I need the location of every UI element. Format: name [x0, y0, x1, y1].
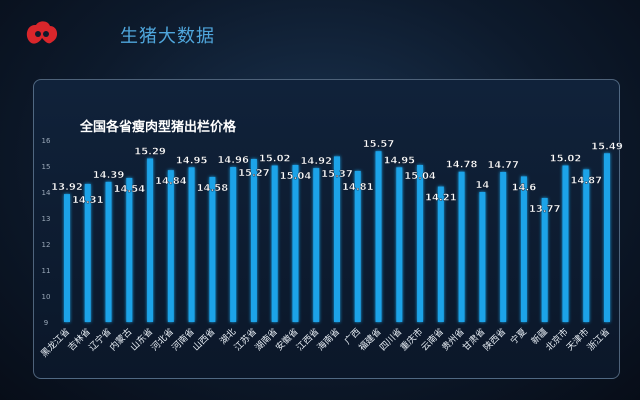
data-label: 14.39 — [93, 170, 125, 181]
y-tick-label: 11 — [42, 267, 51, 275]
x-tick-label: 黑龙江省 — [38, 326, 72, 360]
data-label: 14.58 — [197, 183, 229, 194]
data-label: 15.04 — [404, 171, 436, 182]
bar — [334, 156, 340, 322]
data-label: 14.96 — [217, 155, 249, 166]
data-label: 15.37 — [321, 169, 353, 180]
logo-icon — [26, 21, 58, 44]
data-label: 14.87 — [570, 175, 602, 186]
brand-title: 生猪大数据 — [120, 26, 215, 47]
data-label: 14.95 — [176, 155, 208, 166]
x-tick-label: 辽宁省 — [86, 326, 114, 354]
bar — [167, 170, 174, 322]
data-label: 14.6 — [512, 182, 537, 193]
bar — [313, 168, 320, 322]
x-tick-label: 陕西省 — [481, 326, 509, 354]
bar — [541, 197, 548, 322]
bar — [209, 176, 216, 322]
data-label: 14.77 — [487, 160, 519, 171]
bar — [126, 177, 133, 322]
x-tick-label: 福建省 — [356, 326, 384, 354]
data-label: 15.02 — [259, 153, 291, 164]
x-tick-label: 湖南省 — [252, 326, 280, 354]
data-label: 14.54 — [113, 184, 145, 195]
bar — [292, 164, 299, 322]
x-tick-label: 山西省 — [190, 326, 218, 354]
data-label: 15.27 — [238, 168, 270, 179]
data-label: 15.04 — [280, 171, 312, 182]
bar — [604, 153, 610, 322]
data-label: 14.78 — [446, 160, 478, 171]
x-tick-label: 山东省 — [128, 326, 156, 354]
data-label: 14.31 — [72, 195, 104, 206]
bar — [64, 194, 70, 322]
data-label: 15.57 — [363, 139, 395, 150]
bar — [250, 158, 257, 322]
bar — [375, 151, 382, 322]
bar — [437, 186, 444, 322]
data-label: 15.02 — [550, 153, 582, 164]
bar — [562, 165, 569, 322]
data-label: 14.81 — [342, 182, 374, 193]
data-label: 13.77 — [529, 204, 561, 215]
data-label: 14.92 — [300, 156, 332, 167]
x-tick-label: 河北省 — [148, 326, 176, 354]
bar — [105, 181, 112, 322]
data-label: 14.95 — [383, 155, 415, 166]
bar — [500, 171, 507, 322]
y-tick-label: 15 — [42, 163, 51, 171]
bar — [188, 167, 195, 322]
x-tick-label: 重庆市 — [398, 326, 426, 354]
bar — [458, 171, 465, 322]
x-tick-label: 天津市 — [564, 326, 592, 354]
bar — [354, 170, 361, 322]
x-tick-label: 海南省 — [315, 326, 343, 354]
data-label: 14 — [475, 180, 489, 191]
x-tick-label: 四川省 — [377, 326, 405, 354]
bar — [271, 165, 278, 322]
bar — [520, 176, 527, 322]
data-label: 14.21 — [425, 193, 457, 204]
data-label: 15.49 — [591, 141, 623, 152]
x-tick-label: 江苏省 — [231, 326, 259, 354]
y-tick-label: 12 — [42, 241, 51, 249]
x-tick-label: 安徽省 — [273, 326, 301, 354]
bar — [479, 192, 486, 322]
chart-title: 全国各省瘦肉型猪出栏价格 — [79, 119, 237, 135]
bar — [84, 183, 91, 322]
x-tick-label: 浙江省 — [585, 326, 613, 354]
x-tick-label: 吉林省 — [65, 326, 93, 354]
y-tick-label: 14 — [42, 189, 51, 197]
x-tick-label: 云南省 — [418, 326, 446, 354]
bar — [417, 164, 424, 322]
data-label: 14.84 — [155, 176, 187, 187]
bar — [583, 169, 590, 322]
y-tick-label: 16 — [42, 137, 51, 145]
y-tick-label: 9 — [44, 319, 48, 327]
y-tick-label: 13 — [42, 215, 51, 223]
bar — [396, 167, 403, 322]
x-tick-label: 江西省 — [294, 326, 322, 354]
data-label: 15.29 — [134, 146, 166, 157]
data-label: 13.92 — [51, 182, 83, 193]
x-tick-label: 河南省 — [169, 326, 197, 354]
x-tick-label: 内蒙古 — [107, 326, 135, 354]
y-tick-label: 10 — [42, 293, 51, 301]
x-tick-label: 北京市 — [543, 326, 571, 354]
x-tick-label: 贵州省 — [439, 326, 467, 354]
x-tick-label: 宁夏 — [508, 326, 529, 347]
bar — [230, 167, 237, 322]
x-tick-label: 甘肃省 — [460, 326, 488, 354]
bar — [147, 158, 154, 322]
